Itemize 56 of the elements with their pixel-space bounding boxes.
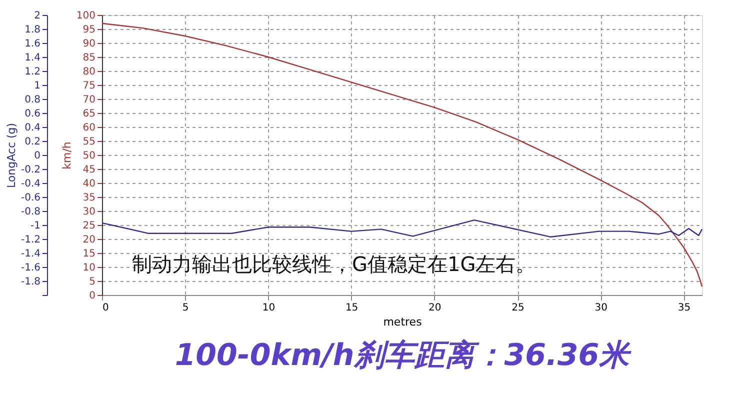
y-tick-label: 80 bbox=[82, 66, 96, 78]
y2-tick-label: -0.6 bbox=[20, 192, 40, 204]
y-tick-label: 40 bbox=[82, 178, 96, 190]
y-tick-label: 65 bbox=[82, 108, 96, 120]
x-tick-label: 15 bbox=[345, 302, 358, 314]
y-tick-label: 10 bbox=[82, 262, 96, 274]
x-tick-label: 20 bbox=[428, 302, 442, 314]
y-tick-label: 0 bbox=[89, 290, 96, 302]
y2-tick-label: 1 bbox=[34, 80, 40, 92]
x-tick-label: 10 bbox=[262, 302, 276, 314]
y-tick-label: 20 bbox=[82, 234, 96, 246]
y2-tick-label: 0 bbox=[34, 150, 40, 162]
y-tick-label: 60 bbox=[82, 122, 96, 134]
y-axis-title: km/h bbox=[60, 142, 74, 170]
y-tick-label: 100 bbox=[76, 10, 96, 22]
x-axis-title: metres bbox=[383, 316, 422, 328]
y2-tick-label: 1.6 bbox=[24, 38, 40, 50]
y-tick-label: 15 bbox=[82, 248, 96, 260]
y-tick-label: 70 bbox=[82, 94, 96, 106]
y-tick-label: 55 bbox=[82, 136, 96, 148]
line-series bbox=[101, 22, 703, 288]
line-series bbox=[101, 220, 703, 238]
y2-tick-label: 0.2 bbox=[24, 136, 40, 148]
y-tick-label: 95 bbox=[82, 24, 96, 36]
y-tick-label: 30 bbox=[82, 206, 96, 218]
y2-axis-title: LongAcc (g) bbox=[4, 122, 18, 188]
y2-tick-label: 1.8 bbox=[24, 24, 40, 36]
x-tick-label: 5 bbox=[182, 302, 189, 314]
y2-tick-label: -0.8 bbox=[20, 206, 40, 218]
y-tick-label: 25 bbox=[82, 220, 96, 232]
y-tick-label: 50 bbox=[82, 150, 96, 162]
y2-tick-label: 0.8 bbox=[24, 94, 40, 106]
y2-tick-label: -1.2 bbox=[20, 234, 40, 246]
y-tick-label: 75 bbox=[82, 80, 96, 92]
y-tick-label: 90 bbox=[82, 38, 96, 50]
y2-tick-label: 0.4 bbox=[24, 122, 40, 134]
x-tick-label: 0 bbox=[102, 302, 109, 314]
annotation: 制动力输出也比较线性，G值稳定在1G左右。 bbox=[132, 252, 536, 276]
y2-tick-label: -0.2 bbox=[20, 164, 40, 176]
y2-tick-label: -0.4 bbox=[20, 178, 40, 190]
x-tick-label: 30 bbox=[594, 302, 608, 314]
y-tick-label: 85 bbox=[82, 52, 96, 64]
y-tick-label: 35 bbox=[82, 192, 96, 204]
x-tick-label: 25 bbox=[512, 302, 524, 314]
y2-tick-label: 0.6 bbox=[24, 108, 40, 120]
y2-tick-label: -1.8 bbox=[20, 276, 40, 288]
y-tick-label: 5 bbox=[89, 276, 96, 288]
y2-tick-label: -1 bbox=[30, 220, 40, 232]
y2-tick-label: 1.2 bbox=[24, 66, 40, 78]
y2-tick-label: 1.4 bbox=[24, 52, 40, 64]
x-tick-label: 35 bbox=[678, 302, 691, 314]
y2-tick-label: -1.6 bbox=[20, 262, 40, 274]
y-tick-label: 45 bbox=[82, 164, 96, 176]
y2-tick-label: 2 bbox=[34, 10, 40, 22]
text: 100-0km/h刹车距离：36.36米 bbox=[174, 338, 632, 373]
y2-tick-label: -1.4 bbox=[20, 248, 40, 260]
